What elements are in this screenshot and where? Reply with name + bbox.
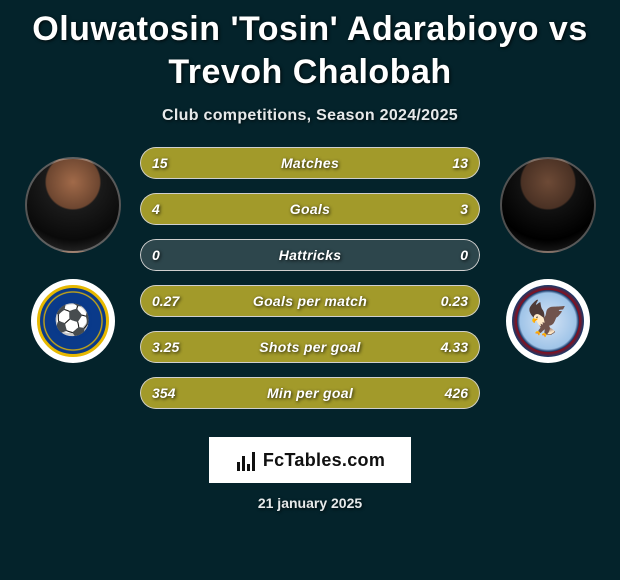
stat-row: 15 Matches 13 (140, 147, 480, 179)
content-columns: ⚽ 15 Matches 13 4 Goals 3 0 Hattricks 0 0.27 Goals… (0, 147, 620, 409)
stat-row: 3.25 Shots per goal 4.33 (140, 331, 480, 363)
left-column: ⚽ (15, 147, 130, 363)
stat-left-value: 15 (152, 155, 168, 171)
stat-label: Min per goal (267, 385, 353, 401)
right-column: 🦅 (490, 147, 605, 363)
stats-list: 15 Matches 13 4 Goals 3 0 Hattricks 0 0.27 Goals p… (140, 147, 480, 409)
stat-left-value: 354 (152, 385, 175, 401)
player-left-club-logo: ⚽ (31, 279, 115, 363)
brand-badge: FcTables.com (209, 437, 411, 483)
stat-right-value: 4.33 (441, 339, 468, 355)
stat-label: Hattricks (279, 247, 342, 263)
player-right-club-logo: 🦅 (506, 279, 590, 363)
stat-row: 0 Hattricks 0 (140, 239, 480, 271)
stat-row: 4 Goals 3 (140, 193, 480, 225)
stat-left-value: 3.25 (152, 339, 179, 355)
brand-text: FcTables.com (263, 450, 385, 471)
stat-label: Shots per goal (259, 339, 360, 355)
stat-left-value: 0.27 (152, 293, 179, 309)
comparison-card: Oluwatosin 'Tosin' Adarabioyo vs Trevoh … (0, 0, 620, 580)
date-text: 21 january 2025 (258, 495, 362, 511)
stat-label: Goals per match (253, 293, 367, 309)
player-left-avatar (25, 157, 121, 253)
stat-right-value: 426 (445, 385, 468, 401)
stat-right-value: 3 (460, 201, 468, 217)
stat-right-value: 13 (452, 155, 468, 171)
stat-row: 0.27 Goals per match 0.23 (140, 285, 480, 317)
stat-left-value: 4 (152, 201, 160, 217)
page-title: Oluwatosin 'Tosin' Adarabioyo vs Trevoh … (0, 8, 620, 99)
stat-row: 354 Min per goal 426 (140, 377, 480, 409)
stat-label: Goals (290, 201, 330, 217)
brand-bars-icon (235, 449, 257, 471)
stat-right-value: 0.23 (441, 293, 468, 309)
player-right-avatar (500, 157, 596, 253)
stat-left-value: 0 (152, 247, 160, 263)
page-subtitle: Club competitions, Season 2024/2025 (162, 107, 458, 125)
stat-label: Matches (281, 155, 339, 171)
stat-right-value: 0 (460, 247, 468, 263)
